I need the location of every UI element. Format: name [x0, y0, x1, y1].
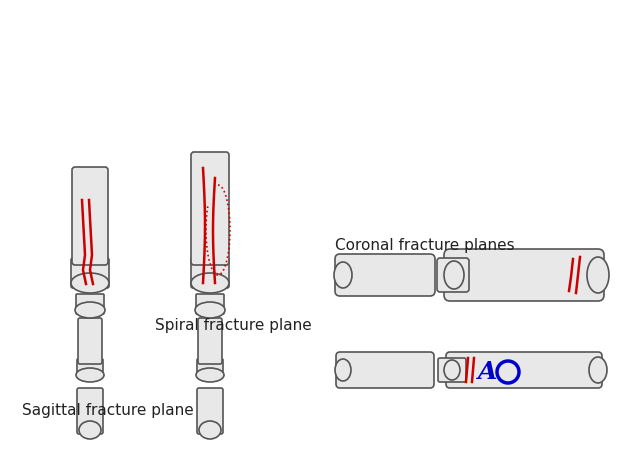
FancyBboxPatch shape [196, 294, 224, 314]
FancyBboxPatch shape [77, 359, 103, 377]
FancyBboxPatch shape [71, 258, 109, 288]
FancyBboxPatch shape [76, 294, 104, 314]
FancyBboxPatch shape [197, 359, 223, 377]
Ellipse shape [191, 273, 229, 293]
Text: Spiral fracture plane: Spiral fracture plane [155, 318, 312, 332]
FancyBboxPatch shape [446, 352, 602, 388]
FancyBboxPatch shape [191, 258, 229, 288]
Text: A: A [478, 360, 498, 384]
Ellipse shape [334, 262, 352, 288]
FancyBboxPatch shape [437, 258, 469, 292]
Text: Sagittal fracture plane: Sagittal fracture plane [22, 403, 194, 418]
FancyBboxPatch shape [72, 167, 108, 265]
FancyBboxPatch shape [444, 249, 604, 301]
Text: Coronal fracture planes: Coronal fracture planes [335, 237, 515, 252]
FancyBboxPatch shape [336, 352, 434, 388]
Ellipse shape [589, 357, 607, 383]
Ellipse shape [587, 257, 609, 293]
Ellipse shape [196, 368, 224, 382]
Ellipse shape [444, 261, 464, 289]
Ellipse shape [79, 421, 101, 439]
FancyBboxPatch shape [438, 358, 466, 382]
FancyBboxPatch shape [335, 254, 435, 296]
FancyBboxPatch shape [198, 318, 222, 364]
Ellipse shape [335, 359, 351, 381]
Ellipse shape [444, 360, 460, 380]
FancyBboxPatch shape [78, 318, 102, 364]
Ellipse shape [199, 421, 221, 439]
FancyBboxPatch shape [191, 152, 229, 265]
Ellipse shape [76, 368, 104, 382]
FancyBboxPatch shape [197, 388, 223, 434]
FancyBboxPatch shape [77, 388, 103, 434]
Ellipse shape [75, 302, 105, 318]
Ellipse shape [71, 273, 109, 293]
Ellipse shape [195, 302, 225, 318]
